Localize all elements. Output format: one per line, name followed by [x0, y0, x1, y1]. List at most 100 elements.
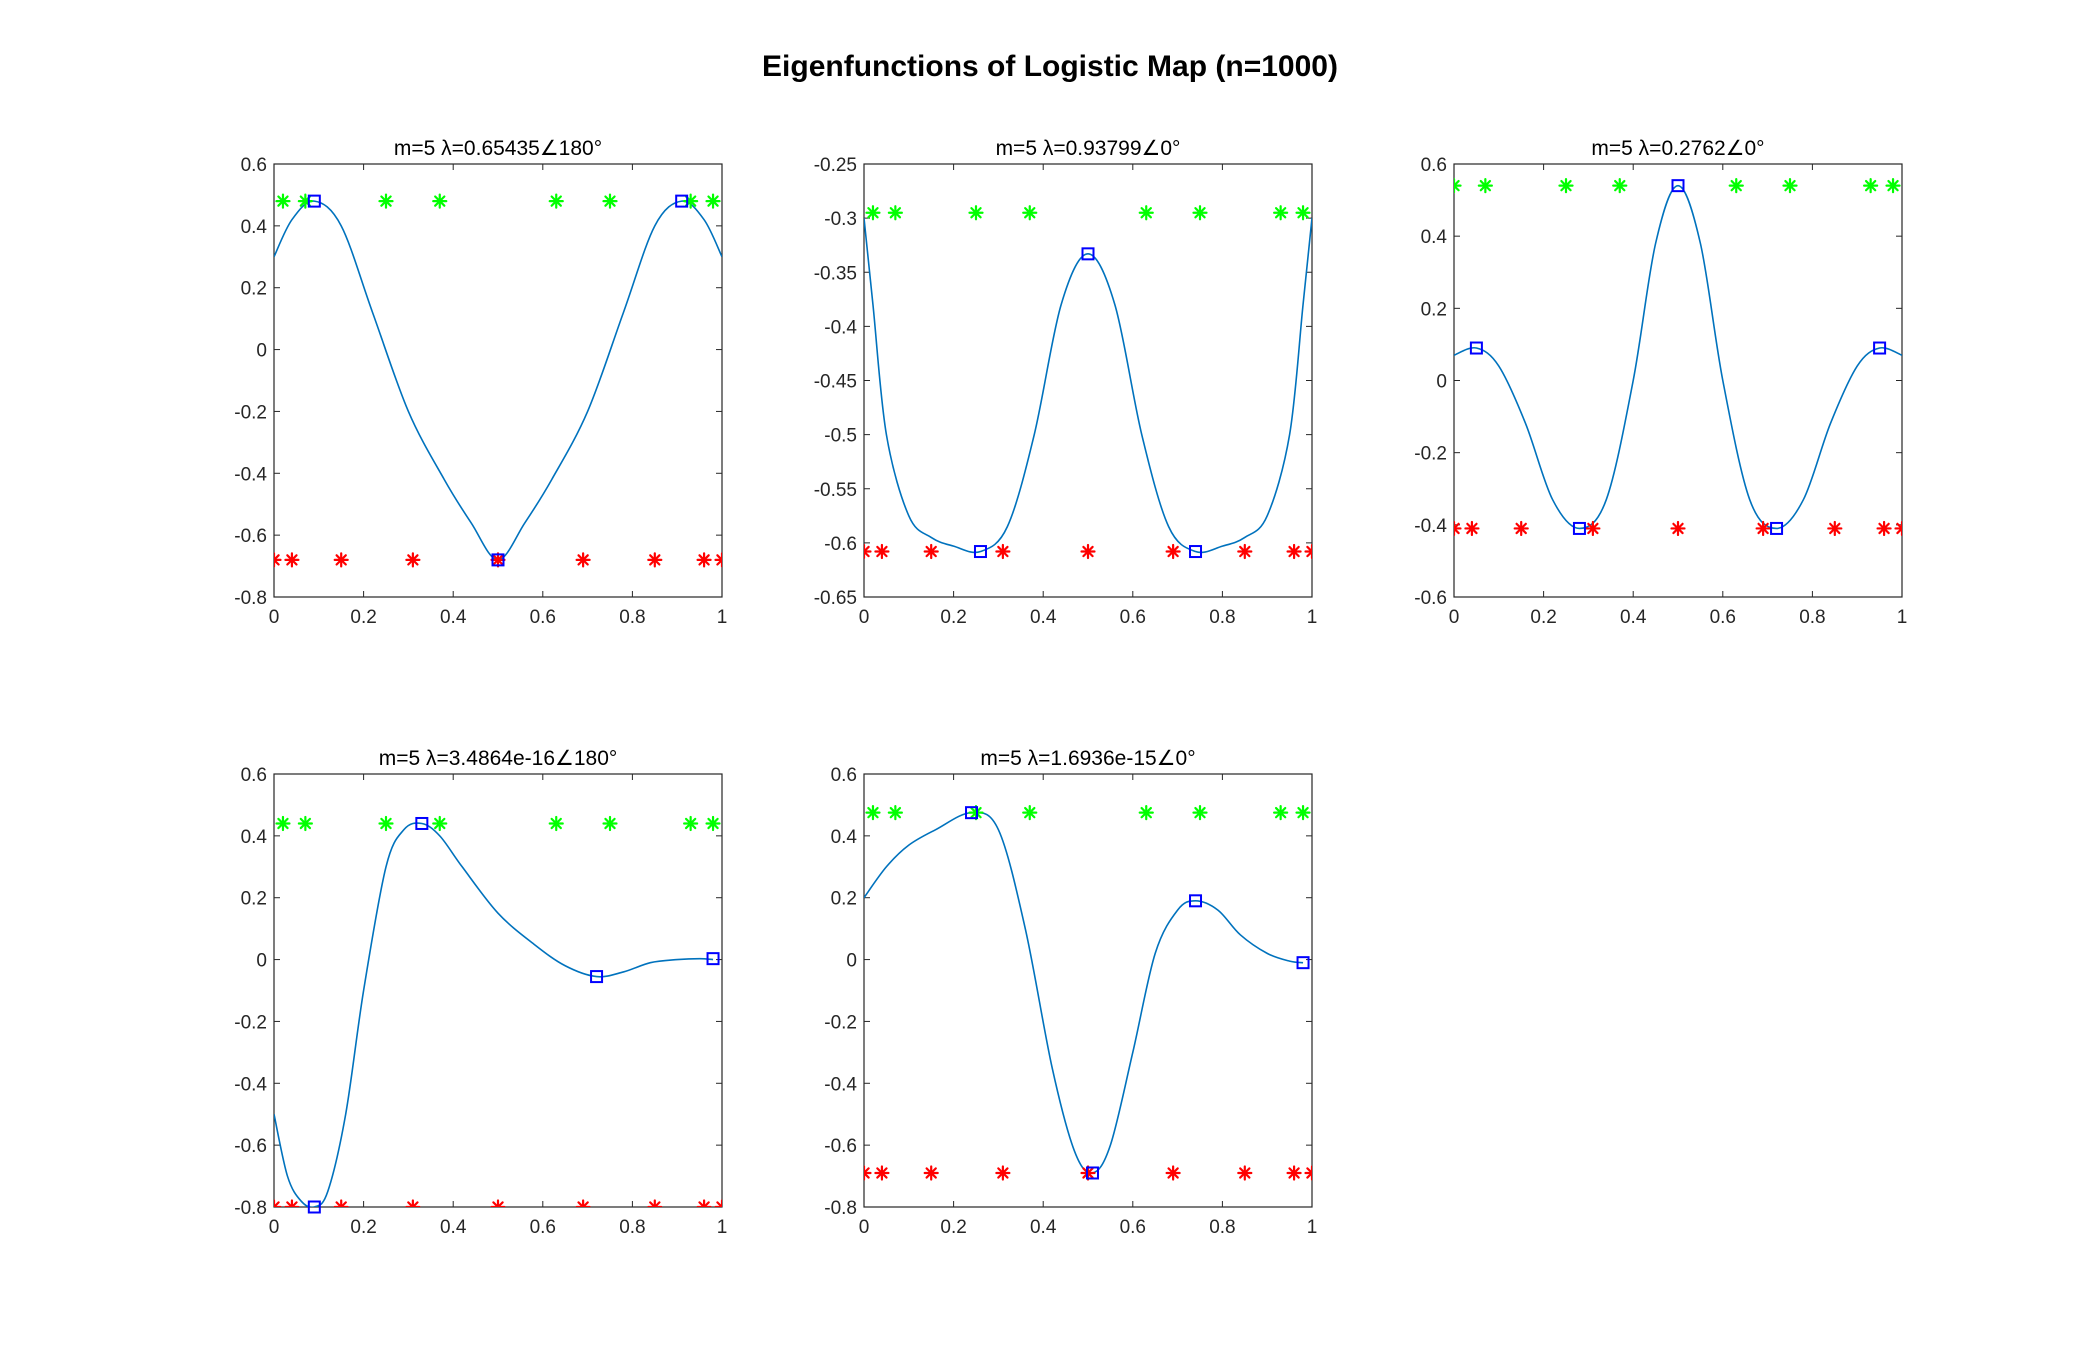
y-tick-label: 0.4	[831, 827, 858, 848]
square-marker	[1081, 247, 1095, 261]
green-star-marker	[602, 193, 618, 209]
green-star-marker	[1295, 205, 1311, 221]
red-star-marker	[284, 1199, 300, 1207]
red-star-marker	[714, 1199, 722, 1207]
red-star-marker	[1827, 520, 1843, 537]
y-tick-label: -0.4	[824, 317, 857, 338]
red-star-marker	[333, 1199, 349, 1207]
plot-content	[864, 805, 1312, 1181]
x-tick-label: 0.6	[530, 1217, 556, 1238]
y-tick-label: -0.65	[814, 588, 857, 609]
subplot-5: m=5 λ=1.6936e-15∠0° 0 0.2 0.4 0.6 0.8 1 -0.8 -0.…	[780, 730, 1380, 1250]
red-star-marker	[874, 1165, 890, 1181]
y-tick-label: 0.4	[241, 217, 268, 238]
x-tick-label: 0.2	[350, 1217, 376, 1238]
subplot-1: m=5 λ=0.65435∠180° 0 0.2 0.4 0.6 0.8 1 -0.8 -0.6…	[190, 120, 790, 640]
red-star-marker	[490, 1199, 506, 1207]
y-tick-label: -0.8	[824, 1198, 857, 1219]
green-star-marker	[275, 815, 291, 832]
subplot-title: m=5 λ=0.93799∠0°	[996, 137, 1181, 160]
y-tick-label: -0.4	[824, 1074, 857, 1095]
subplot-5-chart: m=5 λ=1.6936e-15∠0° 0 0.2 0.4 0.6 0.8 1 -0.8 -0.…	[824, 747, 1317, 1238]
red-star-marker	[575, 552, 591, 568]
green-star-marker	[683, 815, 699, 832]
y-tick-label: -0.4	[1414, 516, 1447, 537]
plot-content	[1454, 178, 1902, 537]
red-star-marker	[333, 552, 349, 568]
red-star-marker	[714, 552, 722, 568]
green-star-marker	[865, 805, 881, 821]
red-star-marker	[923, 1165, 939, 1181]
red-star-marker	[696, 552, 712, 568]
x-tick-label: 0.8	[1209, 1217, 1235, 1238]
green-star-marker	[1454, 178, 1462, 194]
x-tick-label: 0.6	[1120, 1217, 1146, 1238]
x-tick-label: 0.2	[940, 607, 966, 628]
x-tick-label: 0.4	[440, 1217, 467, 1238]
green-star-marker	[1273, 805, 1289, 821]
y-tick-label: 0.6	[1421, 155, 1447, 176]
square-marker	[590, 970, 604, 984]
red-star-marker	[647, 1199, 663, 1207]
red-star-marker	[284, 552, 300, 568]
square-marker	[1189, 545, 1203, 559]
subplot-3: m=5 λ=0.2762∠0° 0 0.2 0.4 0.6 0.8 1 -0.6 -0.4 -0.…	[1370, 120, 1970, 640]
green-star-marker	[548, 193, 564, 209]
square-marker	[1770, 521, 1784, 535]
square-marker	[706, 952, 720, 966]
red-star-marker	[1304, 543, 1312, 560]
red-star-marker	[995, 543, 1011, 560]
plot-content	[864, 205, 1312, 560]
y-tick-label: -0.8	[234, 1198, 267, 1219]
y-tick-label: -0.3	[824, 209, 857, 230]
green-star-marker	[968, 205, 984, 221]
y-tick-label: 0.6	[241, 155, 267, 176]
subplot-2-chart: m=5 λ=0.93799∠0° 0 0.2 0.4 0.6 0.8 1 -0.65 -0.6 -…	[814, 137, 1318, 628]
y-tick-label: -0.2	[824, 1012, 857, 1033]
y-tick-label: -0.25	[814, 155, 857, 176]
y-tick-label: 0.2	[241, 889, 267, 910]
green-star-marker	[378, 815, 394, 832]
red-star-marker	[1876, 520, 1892, 537]
y-tick-label: 0.4	[241, 827, 268, 848]
subplot-title: m=5 λ=0.2762∠0°	[1591, 137, 1764, 160]
subplot-title: m=5 λ=1.6936e-15∠0°	[980, 747, 1195, 770]
eigenfunction-line	[1454, 184, 1902, 530]
red-star-marker	[1165, 543, 1181, 560]
green-star-marker	[432, 815, 448, 832]
subplot-2: m=5 λ=0.93799∠0° 0 0.2 0.4 0.6 0.8 1 -0.65 -0.6 -…	[780, 120, 1380, 640]
y-tick-label: 0	[256, 951, 267, 972]
y-tick-label: 0.2	[831, 889, 857, 910]
plot-content	[274, 193, 722, 568]
x-tick-label: 1	[717, 607, 728, 628]
green-star-marker	[705, 815, 721, 832]
square-marker	[965, 806, 979, 820]
green-star-marker	[705, 193, 721, 209]
square-marker	[1873, 341, 1887, 355]
y-tick-label: -0.2	[234, 402, 267, 423]
square-marker	[491, 553, 505, 567]
green-star-marker	[865, 205, 881, 221]
green-star-marker	[378, 193, 394, 209]
green-star-marker	[1782, 178, 1798, 194]
eigenfunction-line	[864, 218, 1312, 554]
x-tick-label: 0.8	[1209, 607, 1235, 628]
x-tick-label: 0	[859, 1217, 870, 1238]
x-tick-label: 0.4	[1030, 607, 1057, 628]
y-tick-label: -0.8	[234, 588, 267, 609]
red-star-marker	[864, 543, 872, 560]
y-tick-label: -0.55	[814, 480, 857, 501]
red-star-marker	[874, 543, 890, 560]
green-star-marker	[1728, 178, 1744, 194]
x-tick-label: 0.6	[1710, 607, 1736, 628]
square-marker	[1085, 1166, 1099, 1180]
red-star-marker	[274, 1199, 282, 1207]
y-tick-label: 0	[846, 951, 857, 972]
red-star-marker	[1286, 1165, 1302, 1181]
eigenfunction-line	[864, 811, 1304, 1174]
green-star-marker	[1863, 178, 1879, 194]
x-tick-label: 0.4	[1030, 1217, 1057, 1238]
red-star-marker	[1080, 1165, 1096, 1181]
y-tick-label: -0.6	[234, 1136, 267, 1157]
green-star-marker	[1138, 805, 1154, 821]
